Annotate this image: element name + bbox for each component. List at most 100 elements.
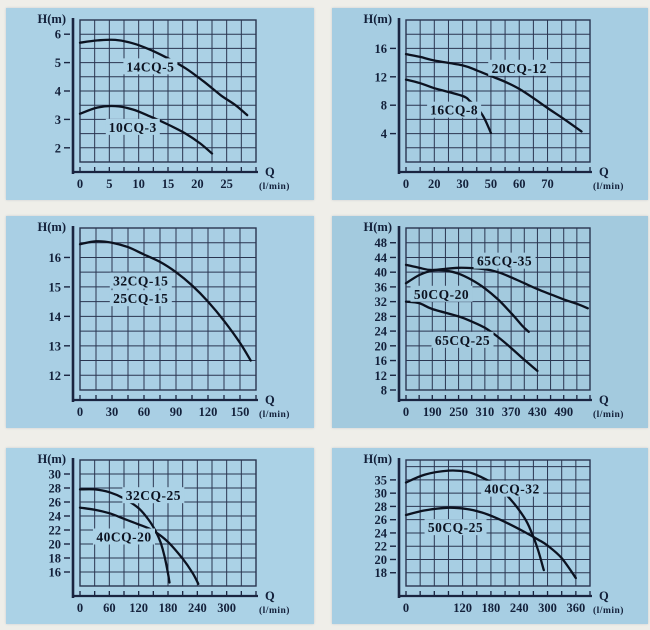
svg-text:12: 12 [49,369,62,383]
curve-label-25cq-15: 25CQ-15 [113,291,168,306]
chart-panel-3: 12 13 14 15 16 H(m) 0 30 60 90 120 150 Q (l/min) 32CQ-… [6,216,314,428]
x-tick-marks [405,591,591,596]
svg-text:60: 60 [103,601,116,615]
curve-label-bg [473,252,536,269]
chart-panel-5: 16 18 20 22 24 26 28 30 H(m) 0 60 120 180 240 300 Q (l/m… [6,448,314,624]
svg-text:24: 24 [375,325,388,339]
svg-text:300: 300 [538,601,557,615]
grid-border [405,227,591,391]
svg-text:20: 20 [191,177,204,191]
svg-text:8: 8 [381,99,387,113]
svg-text:120: 120 [129,601,148,615]
svg-text:150: 150 [231,405,250,419]
svg-text:32: 32 [375,295,388,309]
x-axis-title: Q [265,589,275,603]
y-axis-title: H(m) [364,220,392,234]
chart-32cq15-25cq15: 12 13 14 15 16 H(m) 0 30 60 90 120 150 Q (l/min) 32CQ-… [38,220,290,420]
svg-text:0: 0 [77,601,83,615]
curve-label-20cq-12: 20CQ-12 [492,61,547,76]
grid-border [405,19,591,163]
x-axis-title: Q [599,393,609,407]
svg-text:4: 4 [381,127,388,141]
svg-text:10: 10 [132,177,145,191]
y-tick-labels: 2 3 4 5 6 [55,28,70,155]
svg-text:0: 0 [403,601,409,615]
x-tick-marks [79,167,257,172]
svg-text:120: 120 [199,405,218,419]
curve-label-65cq-35: 65CQ-35 [477,254,532,269]
svg-text:250: 250 [449,405,468,419]
svg-text:36: 36 [375,280,388,294]
svg-text:18: 18 [49,552,62,566]
x-axis-unit: (l/min) [259,181,290,192]
y-tick-labels: 4 8 12 16 [375,42,396,141]
curve-label-40cq-32: 40CQ-32 [485,482,540,497]
svg-text:22: 22 [49,524,62,538]
svg-text:0: 0 [77,177,83,191]
svg-text:180: 180 [482,601,501,615]
y-axis-title: H(m) [364,12,392,26]
curve-label-40cq-20: 40CQ-20 [96,530,151,545]
svg-text:16: 16 [49,251,62,265]
x-tick-marks [79,591,257,596]
curve-label-bg [122,487,185,504]
svg-text:190: 190 [423,405,442,419]
x-tick-marks [405,167,591,172]
curve-label-14cq-5: 14CQ-5 [126,59,174,74]
svg-text:18: 18 [375,566,388,580]
svg-text:3: 3 [55,113,61,127]
svg-text:24: 24 [375,526,388,540]
curve-label-bg [488,59,551,76]
x-axis-unit: (l/min) [593,409,624,420]
svg-text:28: 28 [375,310,388,324]
svg-text:26: 26 [49,496,62,510]
curve-label-50cq-25: 50CQ-25 [428,520,483,535]
curve-label-bg [424,519,487,536]
chart-14cq5-10cq3: 2 3 4 5 6 H(m) 0 5 10 15 20 25 Q (l/min) 14CQ-5 10CQ-3 [38,12,290,192]
curve-label-bg [481,480,544,497]
svg-text:28: 28 [49,482,62,496]
curve-32cq-15-25cq-15 [78,240,252,362]
curve-65cq-25 [404,300,539,373]
curve-50cq-20 [404,269,530,333]
chart-panel-1: 2 3 4 5 6 H(m) 0 5 10 15 20 25 Q (l/min) 14CQ-5 10CQ-3 [6,8,314,200]
svg-text:370: 370 [502,405,521,419]
svg-text:16: 16 [375,42,388,56]
svg-text:20: 20 [49,538,62,552]
curve-label-bg [93,528,155,545]
svg-text:240: 240 [188,601,207,615]
svg-text:24: 24 [49,510,62,524]
curve-10cq-3 [78,104,214,155]
x-tick-labels: 0 30 60 90 120 150 [77,405,250,419]
x-axis-title: Q [599,589,609,603]
svg-text:13: 13 [49,339,62,353]
x-axis-unit: (l/min) [593,181,624,192]
svg-text:26: 26 [375,513,388,527]
curve-label-bg [431,331,494,348]
curve-label-bg [109,290,172,307]
chart-panel-2: 4 8 12 16 H(m) 0 20 30 50 60 70 Q (l/min) 20CQ-12 16CQ… [332,8,648,200]
svg-text:30: 30 [375,487,388,501]
svg-text:30: 30 [106,405,119,419]
chart-20cq12-16cq8: 4 8 12 16 H(m) 0 20 30 50 60 70 Q (l/min) 20CQ-12 16CQ… [364,12,624,192]
x-tick-labels: 0 60 120 180 240 300 [77,601,236,615]
svg-text:4: 4 [55,85,62,99]
y-axis-title: H(m) [38,452,66,466]
y-tick-labels: 12 13 14 15 16 [49,251,70,383]
x-axis-title: Q [265,165,275,179]
x-tick-labels: 0 120 180 240 300 360 [403,601,585,615]
svg-text:310: 310 [475,405,494,419]
chart-panel-6: 18 20 22 24 26 28 30 35 H(m) 0 120 180 240 300 360 Q (l/… [332,448,648,624]
svg-text:180: 180 [159,601,178,615]
x-axis-title: Q [265,393,275,407]
grid-border [79,459,257,587]
grid-lines [406,20,590,162]
x-axis-unit: (l/min) [259,605,290,616]
svg-text:12: 12 [375,70,388,84]
y-axis-title: H(m) [38,12,66,26]
curve-label-bg [410,285,473,302]
